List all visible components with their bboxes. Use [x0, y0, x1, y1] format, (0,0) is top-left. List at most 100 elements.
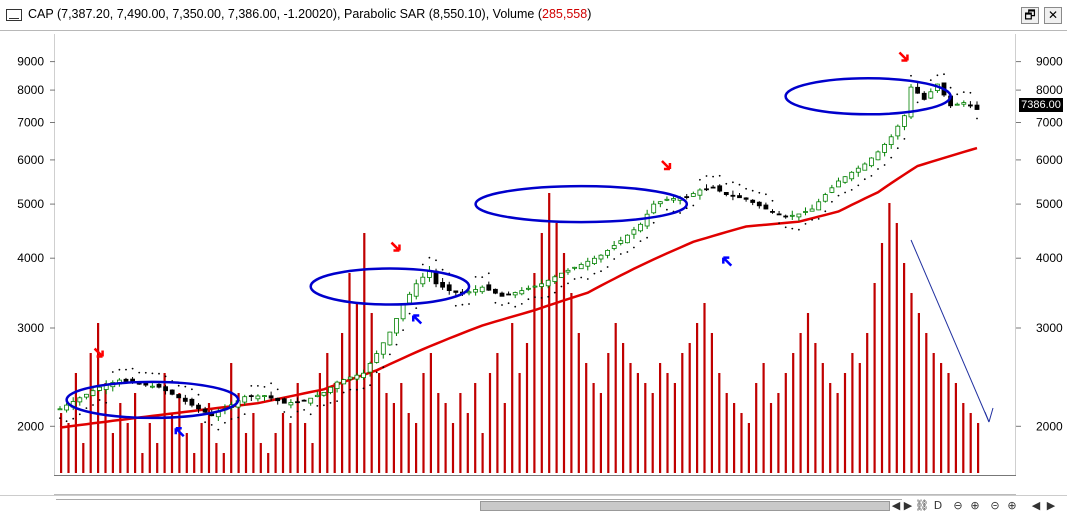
- volume-bar: [259, 443, 262, 473]
- page-right-icon[interactable]: ▶: [1046, 499, 1056, 512]
- sar-dot: [580, 276, 583, 279]
- close-button[interactable]: ✕: [1044, 7, 1062, 24]
- chart-title: CAP (7,387.20, 7,490.00, 7,350.00, 7,386…: [28, 7, 591, 21]
- restore-button[interactable]: 🗗: [1021, 7, 1039, 24]
- sar-dot: [72, 417, 75, 420]
- candle-body: [255, 395, 261, 400]
- sar-dot: [474, 276, 477, 278]
- volume-bar: [755, 383, 758, 473]
- sar-dot: [270, 382, 272, 385]
- sar-dot: [243, 413, 246, 415]
- candle-body: [869, 157, 874, 167]
- candle-body: [664, 198, 670, 201]
- plot-area: [54, 34, 1016, 475]
- volume-bar: [392, 403, 395, 473]
- scroll-right-icon[interactable]: ▶: [903, 499, 913, 512]
- x-axis-bar: [54, 475, 1016, 495]
- sar-dot: [837, 194, 840, 197]
- sar-dot: [336, 400, 338, 402]
- candle-body: [836, 180, 841, 188]
- volume-bar: [126, 423, 129, 473]
- candle-body: [387, 331, 393, 346]
- sar-dot: [758, 191, 761, 194]
- volume-bar: [474, 383, 477, 473]
- volume-bar: [170, 413, 174, 473]
- arrow-annotations: [93, 51, 994, 438]
- volume-bar: [163, 373, 166, 473]
- candle-body: [123, 378, 129, 382]
- sar-dot: [560, 285, 563, 288]
- sar-dot: [204, 421, 207, 424]
- consolidation-ellipse: [474, 184, 689, 224]
- y-tick-label-right: 7000: [1036, 116, 1063, 130]
- sar-dot: [501, 304, 503, 306]
- y-tick-label-right: 8000: [1036, 83, 1063, 97]
- sar-dot: [138, 371, 141, 374]
- candle-body: [288, 402, 294, 406]
- candle-body: [862, 163, 868, 171]
- zoom-in-icon[interactable]: ⊕: [970, 499, 980, 512]
- sar-dot: [105, 401, 108, 404]
- zoom-minus-icon[interactable]: ⊝: [990, 499, 1000, 512]
- sar-dot: [850, 189, 853, 191]
- sar-dot: [210, 424, 213, 426]
- periodicity-d-button[interactable]: D: [933, 499, 943, 512]
- candle-body: [519, 290, 525, 295]
- sar-dot: [514, 305, 517, 308]
- sar-dot: [257, 385, 259, 387]
- sar-dot: [323, 404, 325, 407]
- sar-dot: [778, 222, 780, 225]
- volume-bar: [326, 353, 329, 473]
- candle-body: [644, 213, 650, 227]
- sar-dot: [652, 221, 655, 224]
- sar-dot: [936, 74, 939, 77]
- candle-body: [625, 234, 630, 244]
- sar-dot: [540, 297, 543, 299]
- volume-bar: [466, 413, 469, 473]
- y-tick-label-left: 5000: [17, 197, 44, 211]
- volume-bar: [925, 333, 928, 473]
- sar-dot: [382, 366, 385, 369]
- sar-dot: [956, 93, 959, 96]
- sar-dot: [177, 384, 180, 387]
- top-arrow-icon: [93, 347, 104, 358]
- horizontal-scroll-thumb[interactable]: [480, 501, 890, 511]
- sar-dot: [586, 278, 589, 280]
- candlestick-layer: [57, 82, 980, 421]
- volume-trend-arrow: [910, 239, 990, 423]
- candle-body: [585, 260, 591, 267]
- volume-bar: [318, 373, 321, 473]
- zoom-out-icon[interactable]: ⊖: [953, 499, 963, 512]
- volume-bar: [718, 373, 721, 473]
- volume-bar: [533, 273, 536, 473]
- candle-body: [473, 289, 479, 293]
- y-tick-label-left: 6000: [17, 153, 44, 167]
- zoom-plus-icon[interactable]: ⊕: [1007, 499, 1017, 512]
- candle-body: [928, 91, 934, 99]
- candle-body: [849, 171, 855, 180]
- sar-dot: [613, 258, 616, 260]
- volume-bar: [156, 443, 159, 473]
- y-tick-label-left: 2000: [17, 419, 44, 433]
- volume-bar: [74, 373, 77, 473]
- volume-bar: [200, 423, 203, 473]
- y-tick-label-right: 4000: [1036, 251, 1063, 265]
- sar-dot: [639, 240, 642, 243]
- bottom-arrow-icon: [174, 426, 185, 438]
- sar-dot: [435, 259, 437, 262]
- candle-body: [479, 286, 485, 293]
- volume-bar: [333, 383, 336, 473]
- link-icon[interactable]: ⛓: [915, 499, 929, 512]
- candle-body: [84, 393, 89, 398]
- candle-body: [592, 257, 597, 264]
- scroll-left-icon[interactable]: ◀: [891, 499, 901, 512]
- window-titlebar: CAP (7,387.20, 7,490.00, 7,350.00, 7,386…: [0, 0, 1067, 31]
- y-axis-left: 9000 8000 7000 6000 5000 4000 3000 2000: [17, 55, 55, 433]
- page-left-icon[interactable]: ◀: [1031, 499, 1041, 512]
- sar-dot: [316, 405, 319, 407]
- sar-dot: [237, 416, 240, 419]
- volume-bar: [666, 373, 669, 473]
- sar-dot: [699, 178, 701, 181]
- candle-body: [354, 374, 360, 380]
- candle-body: [908, 86, 914, 118]
